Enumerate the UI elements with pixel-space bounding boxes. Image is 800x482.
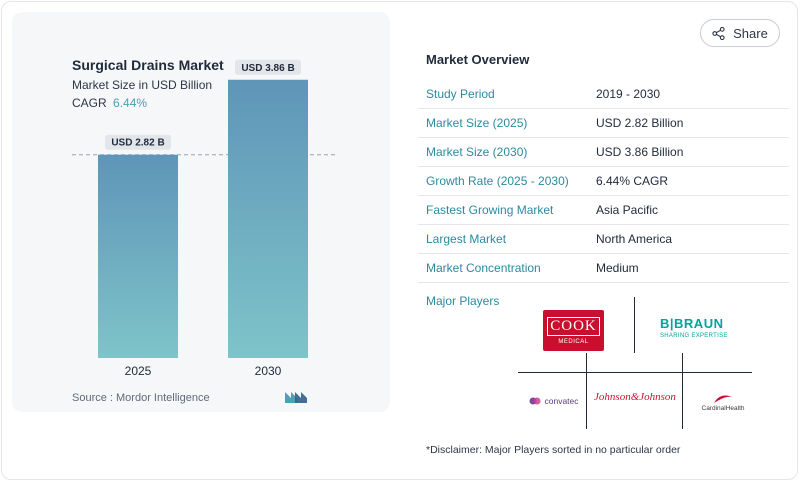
- player-logo-cook-medical: COOK MEDICAL: [543, 310, 604, 351]
- overview-key: Growth Rate (2025 - 2030): [426, 174, 569, 188]
- source-text: Source : Mordor Intelligence: [72, 392, 210, 404]
- overview-value: Medium: [596, 261, 639, 275]
- players-divider: [518, 372, 752, 373]
- jnj-logo-text: Johnson&Johnson: [594, 391, 676, 403]
- market-overview-title: Market Overview: [426, 52, 530, 67]
- bar-chart: USD 2.82 B 2025 USD 3.86 B 2030: [72, 59, 338, 378]
- cagr-label: CAGR: [72, 96, 107, 110]
- major-players-title: Major Players: [426, 294, 500, 308]
- data-label-bg: [105, 134, 171, 150]
- overview-key: Study Period: [426, 87, 495, 101]
- market-overview-table: Study Period 2019 - 2030 Market Size (20…: [418, 80, 789, 283]
- chart-card: Surgical Drains Market Market Size in US…: [12, 12, 390, 412]
- cardinal-logo-text: CardinalHealth: [701, 404, 745, 412]
- chart-cagr: CAGR 6.44%: [72, 96, 147, 110]
- overview-row-market-size-2030: Market Size (2030) USD 3.86 Billion: [418, 138, 789, 167]
- overview-key: Market Concentration: [426, 261, 541, 275]
- overview-value: Asia Pacific: [596, 203, 659, 217]
- cagr-value: 6.44%: [113, 96, 148, 110]
- x-tick-label: 2025: [125, 364, 152, 378]
- bbraun-logo-sub: SHARING EXPERTISE: [660, 333, 728, 339]
- bbraun-logo-text: B|BRAUN: [660, 316, 724, 331]
- player-logo-convatec: convatec: [524, 391, 584, 411]
- convatec-mark-icon: [529, 397, 541, 405]
- overview-row-growth-rate: Growth Rate (2025 - 2030) 6.44% CAGR: [418, 167, 789, 196]
- cardinal-mark-icon: [714, 394, 732, 403]
- overview-value: USD 2.82 Billion: [596, 116, 684, 130]
- overview-value: North America: [596, 232, 673, 246]
- overview-row-market-size-2025: Market Size (2025) USD 2.82 Billion: [418, 109, 789, 138]
- share-button[interactable]: Share: [700, 19, 780, 47]
- players-divider: [682, 353, 683, 429]
- convatec-logo-text: convatec: [544, 396, 579, 406]
- overview-key: Market Size (2025): [426, 116, 528, 130]
- overview-value: 6.44% CAGR: [596, 174, 669, 188]
- overview-key: Largest Market: [426, 232, 507, 246]
- player-logo-bbraun: B|BRAUN SHARING EXPERTISE: [660, 314, 748, 342]
- data-label: USD 2.82 B: [111, 138, 164, 149]
- players-divider: [586, 353, 587, 429]
- overview-row-largest-market: Largest Market North America: [418, 225, 789, 254]
- player-logo-johnson-johnson: Johnson&Johnson: [589, 388, 681, 406]
- disclaimer-text: *Disclaimer: Major Players sorted in no …: [426, 444, 681, 456]
- overview-key: Fastest Growing Market: [426, 203, 554, 217]
- overview-row-concentration: Market Concentration Medium: [418, 254, 789, 283]
- overview-value: USD 3.86 Billion: [596, 145, 684, 159]
- chart-subtitle: Market Size in USD Billion: [72, 78, 213, 92]
- overview-row-fastest-growing: Fastest Growing Market Asia Pacific: [418, 196, 789, 225]
- cook-logo-text: COOK: [547, 316, 600, 336]
- share-label: Share: [733, 25, 768, 41]
- bar-2025: [98, 154, 178, 358]
- player-logo-cardinal-health: CardinalHealth: [694, 389, 752, 415]
- overview-row-study-period: Study Period 2019 - 2030: [418, 80, 789, 109]
- chart-title: Surgical Drains Market: [72, 57, 224, 73]
- overview-value: 2019 - 2030: [596, 87, 661, 101]
- players-divider: [634, 297, 635, 353]
- mordor-logo-icon: [285, 392, 307, 403]
- bar-2030: [228, 79, 308, 358]
- cook-logo-sub: MEDICAL: [558, 338, 589, 345]
- x-tick-label: 2030: [255, 364, 282, 378]
- share-icon: [712, 26, 725, 40]
- data-label-bg: [235, 59, 301, 75]
- overview-key: Market Size (2030): [426, 145, 528, 159]
- data-label: USD 3.86 B: [241, 63, 294, 74]
